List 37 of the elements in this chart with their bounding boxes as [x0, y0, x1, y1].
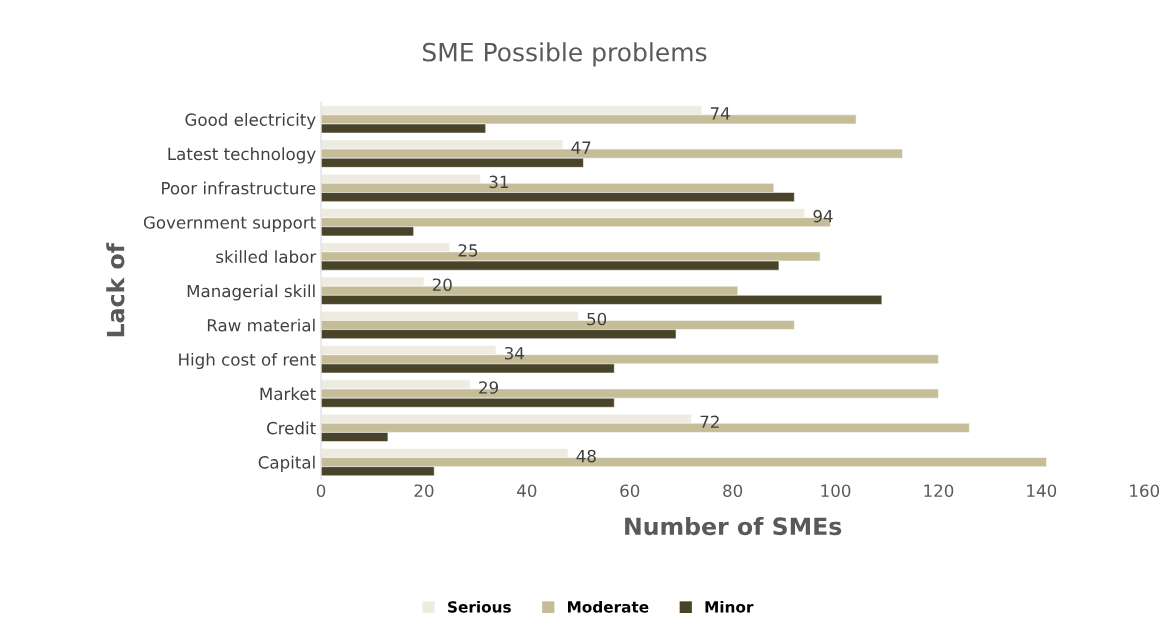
y-tick-label: Credit: [267, 421, 316, 435]
x-tick-label: 40: [517, 484, 537, 498]
data-label: 34: [504, 346, 524, 360]
data-label: 72: [700, 415, 719, 428]
x-tick-label: 100: [821, 484, 851, 498]
y-tick-label: Latest technology: [168, 147, 316, 164]
data-label: 74: [710, 107, 730, 120]
chart-title: SME Possible problems: [423, 42, 707, 67]
y-tick-label: Poor infrastructure: [162, 181, 316, 195]
x-axis-title: Number of SMEs: [625, 516, 842, 536]
data-label: 29: [479, 381, 499, 394]
y-tick-label: skilled labor: [216, 250, 317, 264]
legend-label: Minor: [705, 600, 754, 613]
data-label: 94: [813, 209, 833, 223]
x-tick-label: 80: [723, 484, 743, 498]
data-label: 47: [571, 141, 591, 154]
data-label: 31: [489, 175, 508, 189]
legend-label: Serious: [448, 600, 511, 613]
y-axis-title: Lack of: [106, 242, 125, 337]
x-tick-label: 20: [414, 484, 434, 498]
data-label: 48: [576, 449, 596, 463]
x-tick-label: 60: [620, 484, 640, 498]
y-tick-label: Managerial skill: [187, 284, 315, 301]
y-tick-label: Good electricity: [185, 113, 316, 130]
y-tick-label: Market: [260, 387, 316, 401]
y-tick-label: High cost of rent: [179, 352, 316, 370]
legend-label: Moderate: [568, 600, 649, 613]
data-label: 25: [458, 244, 478, 257]
y-tick-label: Capital: [258, 455, 315, 472]
x-tick-label: 0: [316, 484, 326, 498]
data-label: 50: [587, 312, 607, 326]
y-tick-label: Government support: [143, 216, 316, 232]
x-tick-label: 120: [924, 484, 954, 498]
x-tick-label: 140: [1027, 484, 1057, 498]
y-tick-label: Raw material: [207, 318, 315, 332]
x-tick-label: 160: [1130, 484, 1160, 498]
data-label: 20: [432, 278, 452, 292]
